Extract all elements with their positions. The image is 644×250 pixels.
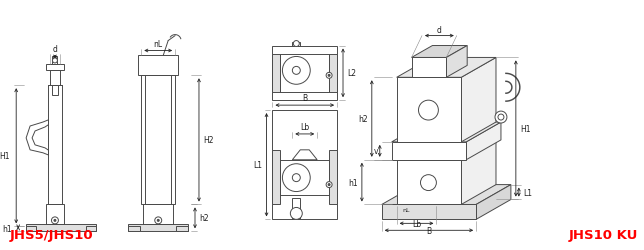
Bar	[329, 150, 337, 205]
Text: H2: H2	[203, 136, 213, 145]
Bar	[86, 226, 96, 231]
Text: L1: L1	[254, 160, 263, 170]
Polygon shape	[446, 46, 467, 78]
Circle shape	[328, 75, 330, 77]
Circle shape	[283, 164, 310, 192]
Bar	[392, 142, 466, 160]
Circle shape	[326, 73, 332, 79]
Bar	[128, 224, 188, 231]
Polygon shape	[392, 122, 501, 142]
Text: h1: h1	[3, 224, 12, 233]
Circle shape	[52, 217, 59, 224]
Circle shape	[419, 101, 439, 120]
Bar	[46, 205, 64, 225]
Bar	[397, 78, 461, 142]
Bar	[48, 86, 62, 205]
Bar	[272, 111, 337, 220]
Circle shape	[157, 220, 159, 222]
Text: Lb: Lb	[300, 122, 309, 132]
Bar	[382, 205, 476, 220]
Bar	[128, 226, 140, 231]
Circle shape	[326, 182, 332, 188]
Text: H1: H1	[520, 124, 530, 134]
Circle shape	[52, 59, 57, 64]
Text: B: B	[302, 94, 307, 103]
Text: d: d	[437, 26, 442, 35]
Circle shape	[421, 175, 437, 191]
Bar	[26, 224, 96, 231]
Bar	[272, 55, 280, 93]
Text: v: v	[374, 147, 378, 156]
Circle shape	[292, 174, 300, 182]
Bar	[412, 58, 446, 78]
Bar	[397, 160, 461, 205]
Text: B: B	[426, 226, 431, 235]
Circle shape	[328, 184, 330, 186]
Circle shape	[283, 57, 310, 85]
Polygon shape	[476, 185, 511, 220]
Polygon shape	[382, 185, 511, 205]
Bar	[52, 57, 57, 65]
Polygon shape	[461, 140, 496, 205]
Text: L2: L2	[347, 69, 356, 78]
Text: JHS10 KU: JHS10 KU	[569, 228, 638, 241]
Bar	[141, 76, 175, 205]
Text: h2: h2	[358, 114, 368, 124]
Bar	[329, 55, 337, 93]
Bar	[138, 56, 178, 76]
Circle shape	[495, 112, 507, 124]
Bar	[280, 55, 329, 93]
Bar	[272, 46, 337, 101]
Text: H1: H1	[0, 152, 10, 161]
Text: h2: h2	[199, 214, 209, 222]
Polygon shape	[397, 58, 496, 78]
Bar	[144, 205, 173, 225]
Text: Lb: Lb	[412, 220, 421, 228]
Bar	[292, 198, 300, 220]
Circle shape	[155, 217, 162, 224]
Bar	[176, 226, 188, 231]
Bar	[52, 86, 58, 96]
Text: nL: nL	[154, 39, 163, 48]
Polygon shape	[292, 150, 317, 160]
Text: d: d	[53, 45, 57, 54]
Polygon shape	[397, 140, 496, 160]
Text: h1: h1	[348, 178, 358, 187]
Bar	[280, 160, 329, 195]
Circle shape	[290, 208, 302, 220]
Bar	[26, 226, 36, 231]
Bar	[50, 71, 60, 86]
Circle shape	[54, 220, 56, 222]
Text: L1: L1	[523, 188, 532, 197]
Circle shape	[293, 42, 299, 47]
Circle shape	[498, 114, 504, 120]
Bar	[292, 42, 300, 46]
Bar	[272, 150, 280, 205]
Polygon shape	[412, 46, 467, 58]
Polygon shape	[461, 58, 496, 142]
Polygon shape	[466, 122, 501, 160]
Circle shape	[292, 67, 300, 75]
Text: JHS5/JHS10: JHS5/JHS10	[9, 228, 93, 241]
Text: nL: nL	[403, 207, 410, 212]
Bar	[46, 65, 64, 71]
